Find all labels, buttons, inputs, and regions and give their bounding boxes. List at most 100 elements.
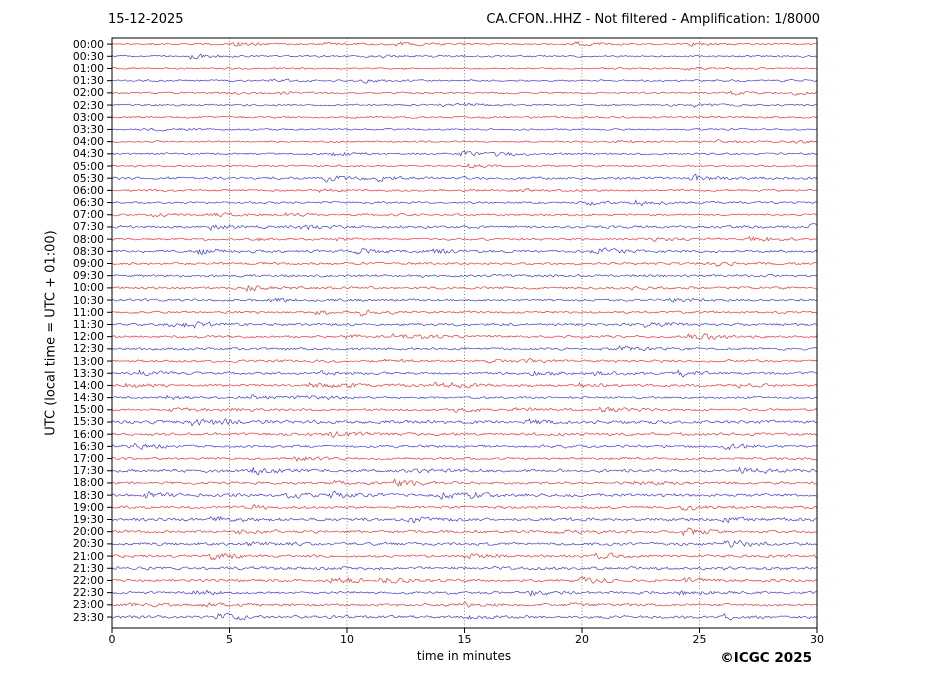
x-tick-label: 15 <box>457 633 472 646</box>
y-tick-label: 12:30 <box>72 342 104 356</box>
trace-20:30 <box>111 540 818 548</box>
trace-06:00 <box>111 188 818 193</box>
trace-09:30 <box>111 273 818 278</box>
plot-frame <box>111 37 818 629</box>
y-tick-label: 04:00 <box>72 135 104 149</box>
y-tick-label: 20:30 <box>72 537 104 551</box>
trace-16:00 <box>111 430 818 438</box>
y-tick-label: 10:00 <box>72 281 104 295</box>
y-tick-label: 01:30 <box>72 74 104 88</box>
trace-12:00 <box>111 333 818 340</box>
trace-21:30 <box>111 566 818 571</box>
trace-18:00 <box>111 478 818 487</box>
y-tick-label: 23:00 <box>72 598 104 612</box>
y-tick-label: 21:30 <box>72 561 104 575</box>
trace-04:30 <box>111 150 818 157</box>
y-tick-label: 07:30 <box>72 220 104 234</box>
trace-17:00 <box>111 456 818 463</box>
trace-21:00 <box>111 552 818 561</box>
y-tick-label: 22:00 <box>72 573 104 587</box>
x-tick-label: 20 <box>575 633 589 646</box>
y-tick-label: 18:00 <box>72 476 104 490</box>
trace-13:30 <box>112 369 818 378</box>
y-tick-label: 16:30 <box>72 439 104 453</box>
seismic-traces <box>111 41 818 621</box>
trace-14:00 <box>111 381 818 389</box>
trace-19:30 <box>111 515 818 524</box>
trace-19:00 <box>111 504 818 511</box>
trace-22:00 <box>111 576 818 584</box>
trace-08:00 <box>111 235 818 243</box>
x-axis-title: time in minutes <box>416 649 512 663</box>
trace-15:00 <box>111 406 818 413</box>
trace-03:00 <box>111 115 818 119</box>
date-label: 15-12-2025 <box>108 12 184 27</box>
y-tick-label: 23:30 <box>72 610 104 624</box>
y-tick-label: 06:30 <box>72 196 104 210</box>
y-tick-label: 03:30 <box>72 122 104 136</box>
trace-13:00 <box>111 358 818 364</box>
y-tick-label: 05:00 <box>72 159 104 173</box>
y-tick-label: 13:30 <box>72 366 104 380</box>
y-tick-label: 05:30 <box>72 171 104 185</box>
y-tick-label: 01:00 <box>72 61 104 75</box>
y-tick-label: 08:30 <box>72 244 104 258</box>
y-tick-label: 15:00 <box>72 403 104 417</box>
trace-06:30 <box>111 199 818 207</box>
trace-09:00 <box>111 261 818 267</box>
y-tick-label: 09:30 <box>72 269 104 283</box>
y-tick-label: 22:30 <box>72 586 104 600</box>
trace-05:30 <box>111 173 818 183</box>
trace-10:00 <box>111 284 818 293</box>
y-tick-label: 14:30 <box>72 391 104 405</box>
y-tick-label: 12:00 <box>72 330 104 344</box>
y-tick-label: 03:00 <box>72 110 104 124</box>
trace-17:30 <box>111 466 818 476</box>
y-tick-label: 16:00 <box>72 427 104 441</box>
trace-23:30 <box>111 612 818 621</box>
gridlines <box>229 38 700 628</box>
y-tick-label: 11:30 <box>72 317 104 331</box>
trace-02:30 <box>111 102 818 108</box>
y-tick-label: 09:00 <box>72 257 104 271</box>
y-tick-label: 18:30 <box>72 488 104 502</box>
x-tick-label: 10 <box>340 633 354 646</box>
trace-23:00 <box>111 601 818 608</box>
y-tick-label: 08:00 <box>72 232 104 246</box>
trace-15:30 <box>111 417 818 427</box>
y-tick-label: 13:00 <box>72 354 104 368</box>
y-tick-label: 02:30 <box>72 98 104 112</box>
y-tick-label: 00:00 <box>72 37 104 51</box>
x-tick-label: 0 <box>108 633 116 646</box>
station-title: CA.CFON..HHZ - Not filtered - Amplificat… <box>486 12 820 27</box>
y-tick-label: 11:00 <box>72 305 104 319</box>
trace-14:30 <box>111 394 818 401</box>
trace-16:30 <box>111 443 818 451</box>
y-tick-label: 14:00 <box>72 378 104 392</box>
y-tick-label: 02:00 <box>72 86 104 100</box>
trace-00:00 <box>111 41 818 47</box>
trace-04:00 <box>111 139 818 144</box>
y-tick-label: 19:30 <box>72 513 104 526</box>
y-tick-label: 17:00 <box>72 452 104 466</box>
trace-18:30 <box>111 490 818 500</box>
trace-12:30 <box>111 345 818 351</box>
trace-11:30 <box>111 320 818 329</box>
trace-11:00 <box>111 309 818 317</box>
x-tick-label: 30 <box>810 633 824 646</box>
y-tick-label: 10:30 <box>72 293 104 307</box>
trace-03:30 <box>111 127 818 132</box>
y-tick-label: 17:30 <box>72 464 104 478</box>
x-tick-label: 5 <box>226 633 233 646</box>
y-tick-label: 04:30 <box>72 147 104 161</box>
axis-ticks <box>107 43 818 633</box>
trace-20:00 <box>111 527 818 537</box>
y-tick-label: 06:00 <box>72 183 104 197</box>
trace-05:00 <box>111 163 818 169</box>
trace-07:00 <box>111 211 818 218</box>
trace-10:30 <box>111 297 818 303</box>
trace-01:00 <box>111 66 818 71</box>
trace-08:30 <box>111 247 818 256</box>
